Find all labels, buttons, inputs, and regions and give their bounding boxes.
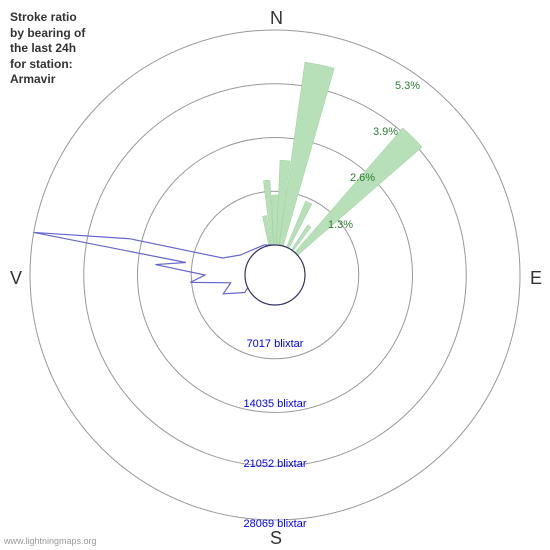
chart-title: Stroke ratio by bearing of the last 24h …	[10, 10, 85, 88]
ring-label: 7017 blixtar	[247, 338, 304, 350]
credit-text: www.lightningmaps.org	[4, 536, 97, 546]
pct-label: 2.6%	[350, 172, 375, 184]
pct-label: 3.9%	[373, 126, 398, 138]
pct-label: 5.3%	[395, 80, 420, 92]
pct-label: 1.3%	[328, 219, 353, 231]
ring-label: 28069 blixtar	[244, 518, 307, 530]
compass-v: V	[10, 268, 22, 289]
compass-s: S	[270, 528, 282, 549]
ring-label: 14035 blixtar	[244, 398, 307, 410]
ring-label: 21052 blixtar	[244, 458, 307, 470]
compass-e: E	[530, 268, 542, 289]
compass-n: N	[270, 8, 283, 29]
